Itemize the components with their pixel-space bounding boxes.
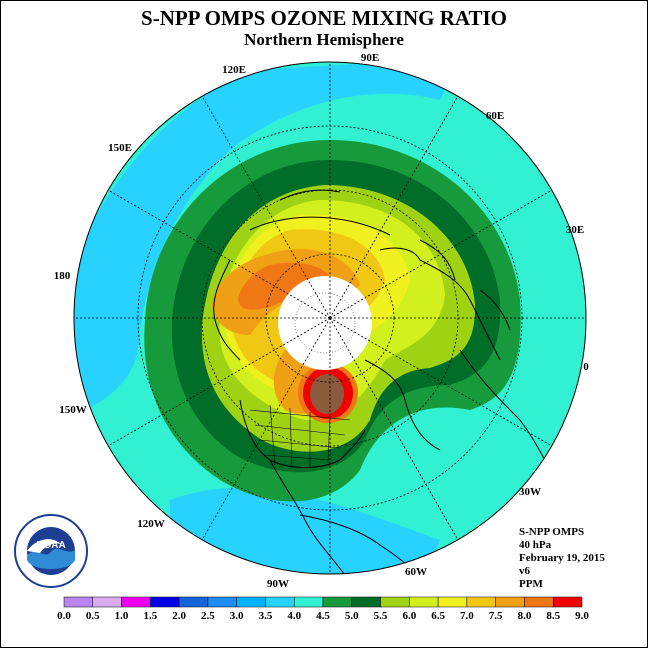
colorbar-tick-label: 4.0 — [287, 610, 301, 622]
contour-band-8.0 — [238, 262, 335, 310]
colorbar-swatch — [150, 596, 180, 608]
colorbar-tick-label: 0.5 — [86, 610, 100, 622]
lon-label-120e: 120E — [222, 64, 246, 76]
polar-cap-grid — [294, 292, 356, 354]
colorbar-tick-label: 1.0 — [115, 610, 129, 622]
colorbar-tick-label: 9.0 — [575, 610, 589, 622]
map-outline — [73, 61, 587, 575]
state-boundaries — [249, 404, 351, 469]
colorbar-swatch — [524, 596, 554, 608]
info-date: February 19, 2015 — [519, 552, 605, 564]
colorbar-tick-label: 1.5 — [143, 610, 157, 622]
colorbar-swatch — [409, 596, 439, 608]
colorbar-swatch — [466, 596, 496, 608]
noaa-logo-wave — [27, 548, 75, 569]
lon-label-120w: 120W — [137, 518, 165, 530]
info-units: PPM — [519, 578, 543, 590]
lon-label-60w: 60W — [405, 566, 427, 578]
colorbar-swatch — [380, 596, 410, 608]
lon-label-0: 0 — [583, 361, 589, 373]
lon-label-30w: 30W — [519, 486, 541, 498]
lon-label-90e: 90E — [361, 52, 379, 64]
colorbar-swatch — [552, 596, 583, 608]
colorbar-swatch — [495, 596, 525, 608]
colorbar-tick-label: 5.0 — [345, 610, 359, 622]
colorbar-tick-label: 0.0 — [57, 610, 71, 622]
longitude-labels: 90E 60E 30E 0 30W 60W 90W 120W 150W 180 … — [54, 52, 590, 590]
colorbar-tick-label: 3.0 — [230, 610, 244, 622]
noaa-logo: NOAA — [14, 514, 88, 588]
contour-band-9.0 — [310, 374, 344, 414]
colorbar-swatch — [63, 596, 94, 608]
colorbar-swatch — [92, 596, 122, 608]
colorbar-tick-label: 5.5 — [374, 610, 388, 622]
colorbar-swatch — [121, 596, 151, 608]
colorbar-swatch — [293, 596, 324, 608]
colorbar-tick-label: 7.0 — [460, 610, 474, 622]
colorbar-tick-label: 6.0 — [402, 610, 416, 622]
meridians — [74, 62, 586, 574]
lon-label-150w: 150W — [59, 404, 87, 416]
info-level: 40 hPa — [519, 539, 552, 551]
colorbar-swatch — [265, 596, 295, 608]
colorbar-tick-label: 7.5 — [489, 610, 503, 622]
colorbar-tick-label: 6.5 — [431, 610, 445, 622]
colorbar-swatch — [351, 596, 381, 608]
map-disc — [74, 62, 586, 574]
colorbar-tick-label: 8.5 — [546, 610, 560, 622]
colorbar-tick-label: 8.0 — [518, 610, 532, 622]
colorbar-tick-label: 2.0 — [172, 610, 186, 622]
colorbar-swatch — [236, 596, 266, 608]
info-version: v6 — [519, 565, 530, 577]
colorbar-tick-label: 2.5 — [201, 610, 215, 622]
noaa-logo-text: NOAA — [36, 540, 65, 551]
colorbar-tick-label: 3.5 — [259, 610, 273, 622]
lon-label-90w: 90W — [267, 578, 289, 590]
lon-label-30e: 30E — [566, 224, 584, 236]
noaa-logo-bird — [27, 539, 62, 553]
lon-label-60e: 60E — [486, 110, 504, 122]
lon-label-180: 180 — [54, 270, 71, 282]
map-title: S-NPP OMPS OZONE MIXING RATIO — [141, 6, 507, 30]
colorbar-tick-label: 4.5 — [316, 610, 330, 622]
colorbar: 0.0 0.5 1.0 1.5 2.0 2.5 3.0 3.5 4.0 4.5 5.0 5.5 6.0 6… — [57, 596, 589, 622]
polar-no-data-cap — [278, 276, 372, 370]
map-subtitle: Northern Hemisphere — [244, 30, 404, 49]
info-instrument: S-NPP OMPS — [519, 526, 585, 538]
info-block: S-NPP OMPS 40 hPa February 19, 2015 v6 P… — [519, 526, 605, 591]
cyan-region-northwest — [74, 62, 440, 420]
colorbar-swatch — [178, 596, 209, 608]
colorbar-swatch — [437, 596, 468, 608]
lon-label-150e: 150E — [108, 142, 132, 154]
colorbar-swatch — [207, 596, 237, 608]
colorbar-swatch — [322, 596, 353, 608]
